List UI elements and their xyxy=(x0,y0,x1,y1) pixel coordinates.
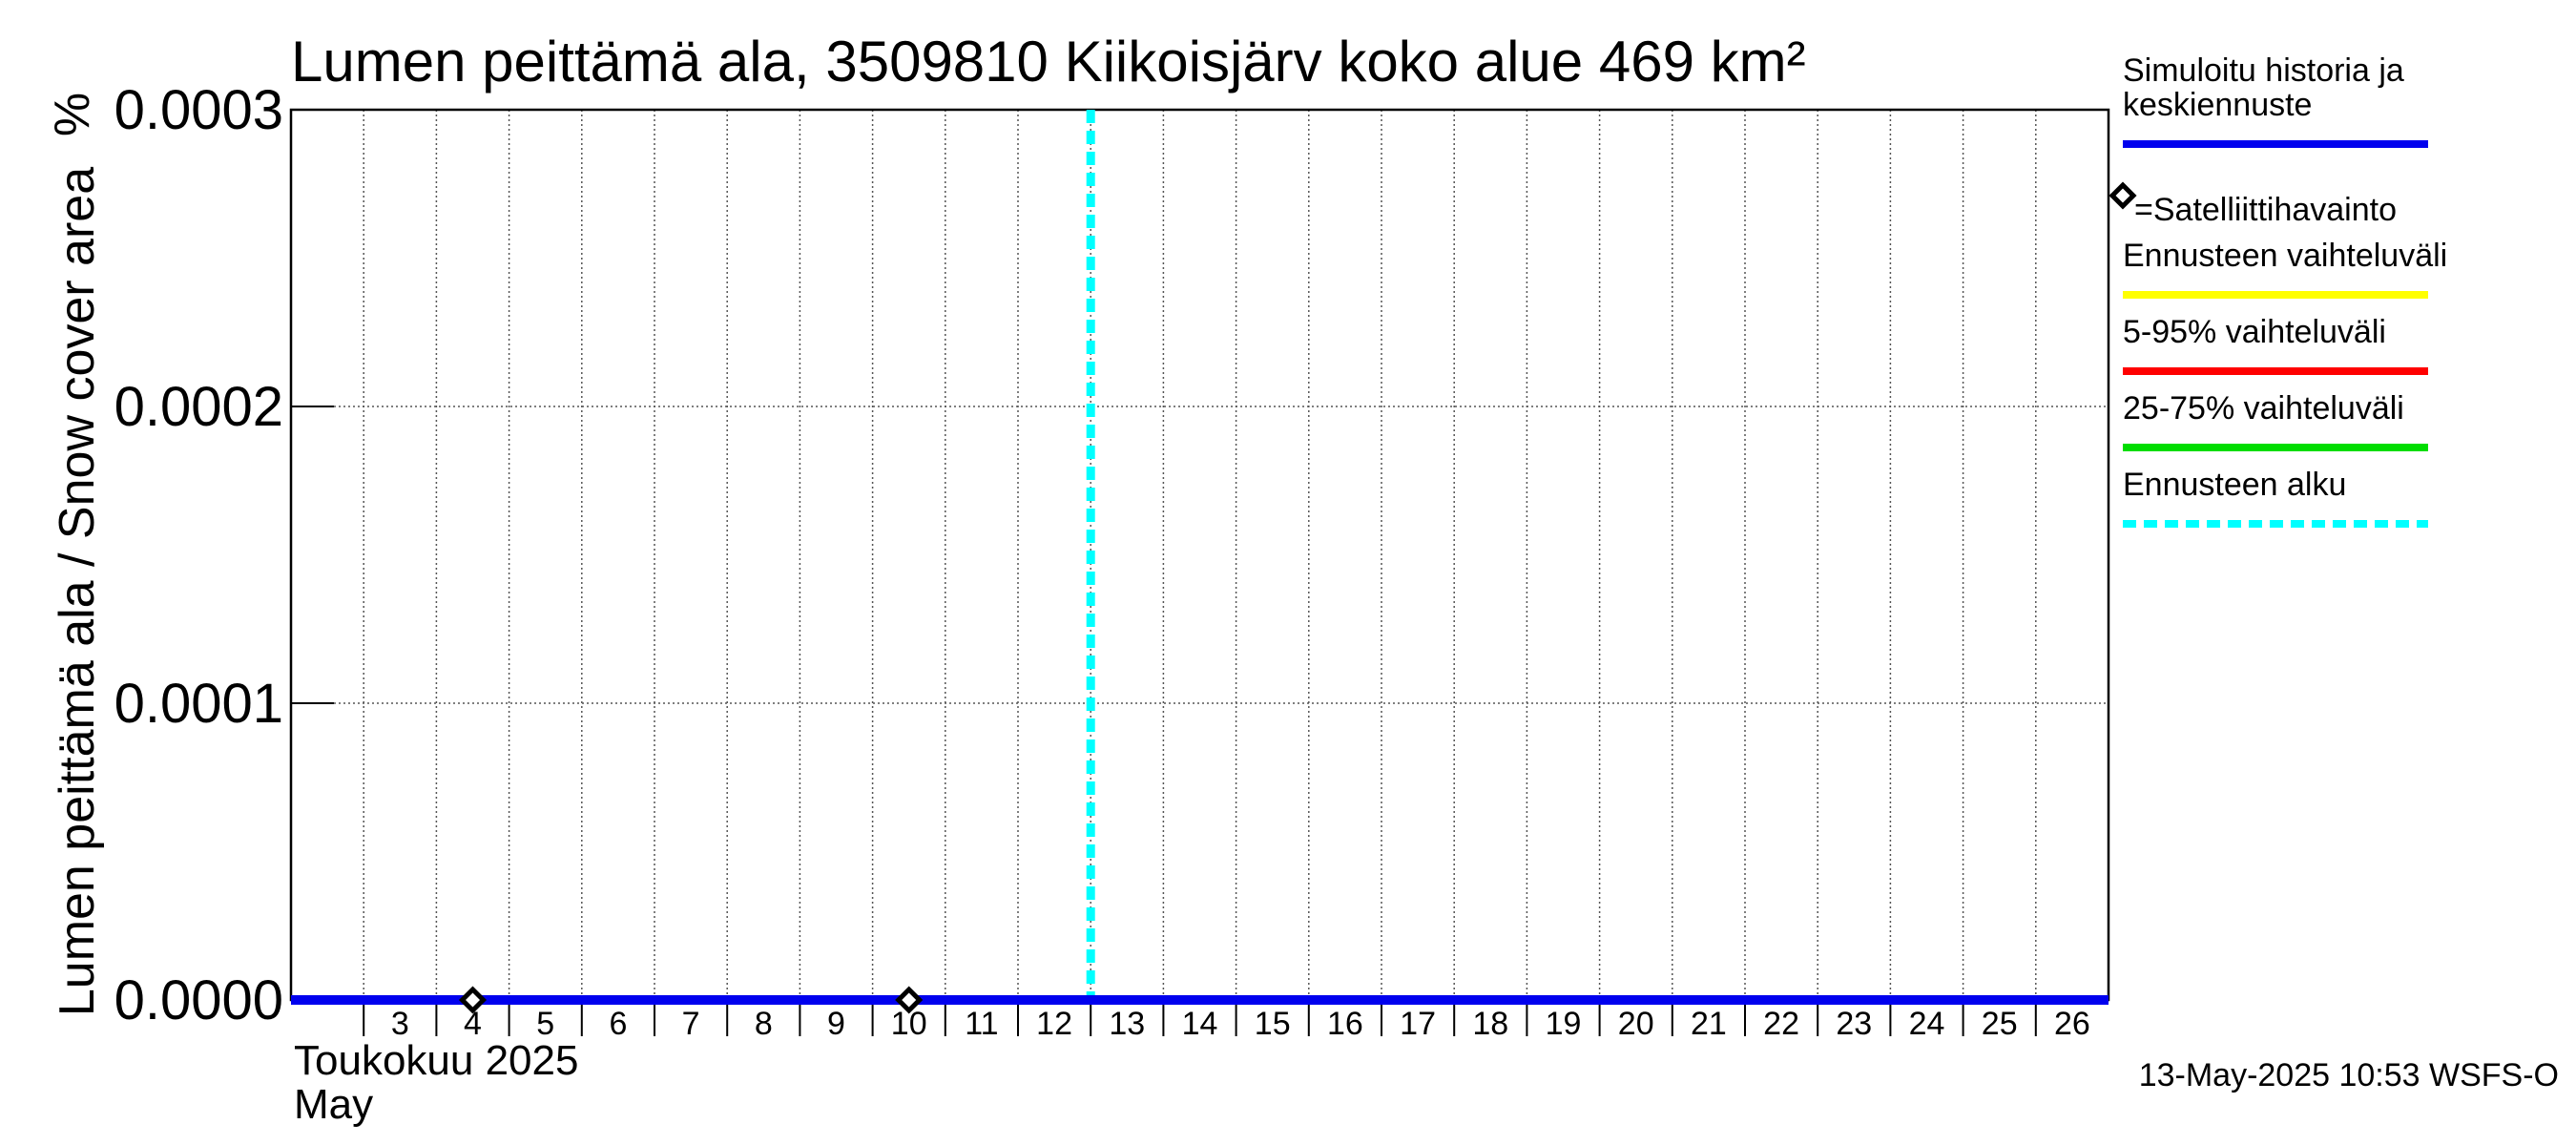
x-tick-label: 26 xyxy=(2054,1006,2090,1042)
x-month-label-fi: Toukokuu 2025 xyxy=(294,1037,578,1084)
x-tick-label: 18 xyxy=(1472,1006,1508,1042)
x-tick-label: 21 xyxy=(1691,1006,1727,1042)
y-tick-labels: 0.0000 0.0001 0.0002 0.0003 xyxy=(114,79,283,1031)
legend-label: Ennusteen vaihteluväli xyxy=(2123,238,2447,274)
x-tick-label: 20 xyxy=(1618,1006,1654,1042)
x-tick-label: 22 xyxy=(1763,1006,1799,1042)
y-axis-unit: % xyxy=(45,93,100,136)
x-tick-label: 25 xyxy=(1982,1006,2018,1042)
x-tick-label: 4 xyxy=(464,1006,482,1042)
grid-lines xyxy=(291,109,2109,1000)
legend-label: 5-95% vaihteluväli xyxy=(2123,314,2386,350)
x-tick-label: 16 xyxy=(1327,1006,1363,1042)
plot-frame xyxy=(289,108,2110,1002)
x-tick-label: 5 xyxy=(536,1006,554,1042)
y-axis-label: Lumen peittämä ala / Snow cover area xyxy=(50,167,105,1016)
x-tick-label: 23 xyxy=(1836,1006,1872,1042)
x-tick-label: 13 xyxy=(1109,1006,1145,1042)
legend-label: keskiennuste xyxy=(2123,87,2312,123)
y-tick-label: 0.0000 xyxy=(114,969,283,1031)
timestamp: 13-May-2025 10:53 WSFS-O xyxy=(2139,1057,2559,1093)
x-month-label-en: May xyxy=(294,1081,373,1128)
y-tick-label: 0.0001 xyxy=(114,673,283,735)
x-tick-label: 3 xyxy=(391,1006,409,1042)
legend-label: Simuloitu historia ja xyxy=(2123,52,2404,89)
satellite-observation-marker xyxy=(458,986,488,1014)
satellite-observation-marker xyxy=(895,986,924,1014)
x-tick-label: 17 xyxy=(1400,1006,1436,1042)
series xyxy=(291,110,2109,1014)
y-tick-label: 0.0003 xyxy=(114,79,283,141)
x-tick-labels: 3 4 5 6 7 8 9 10 11 12 13 14 15 16 17 18 19 20 21 22 23 24 25 2… xyxy=(391,1006,2090,1042)
x-tick-label: 24 xyxy=(1909,1006,1945,1042)
legend-marker-satellite xyxy=(2109,181,2137,210)
x-tick-label: 7 xyxy=(682,1006,700,1042)
x-tick-label: 15 xyxy=(1255,1006,1291,1042)
x-tick-label: 12 xyxy=(1036,1006,1072,1042)
x-tick-label: 11 xyxy=(965,1006,998,1042)
x-tick-label: 9 xyxy=(827,1006,845,1042)
axes xyxy=(289,108,2110,1036)
legend-label: =Satelliittihavainto xyxy=(2134,192,2397,228)
x-tick-label: 14 xyxy=(1182,1006,1218,1042)
x-tick-label: 19 xyxy=(1546,1006,1582,1042)
x-tick-label: 8 xyxy=(755,1006,773,1042)
x-tick-label: 6 xyxy=(609,1006,627,1042)
chart-title: Lumen peittämä ala, 3509810 Kiikoisjärv … xyxy=(291,30,1806,94)
y-tick-label: 0.0002 xyxy=(114,376,283,438)
legend-label: Ennusteen alku xyxy=(2123,467,2346,503)
legend-label: 25-75% vaihteluväli xyxy=(2123,390,2404,427)
